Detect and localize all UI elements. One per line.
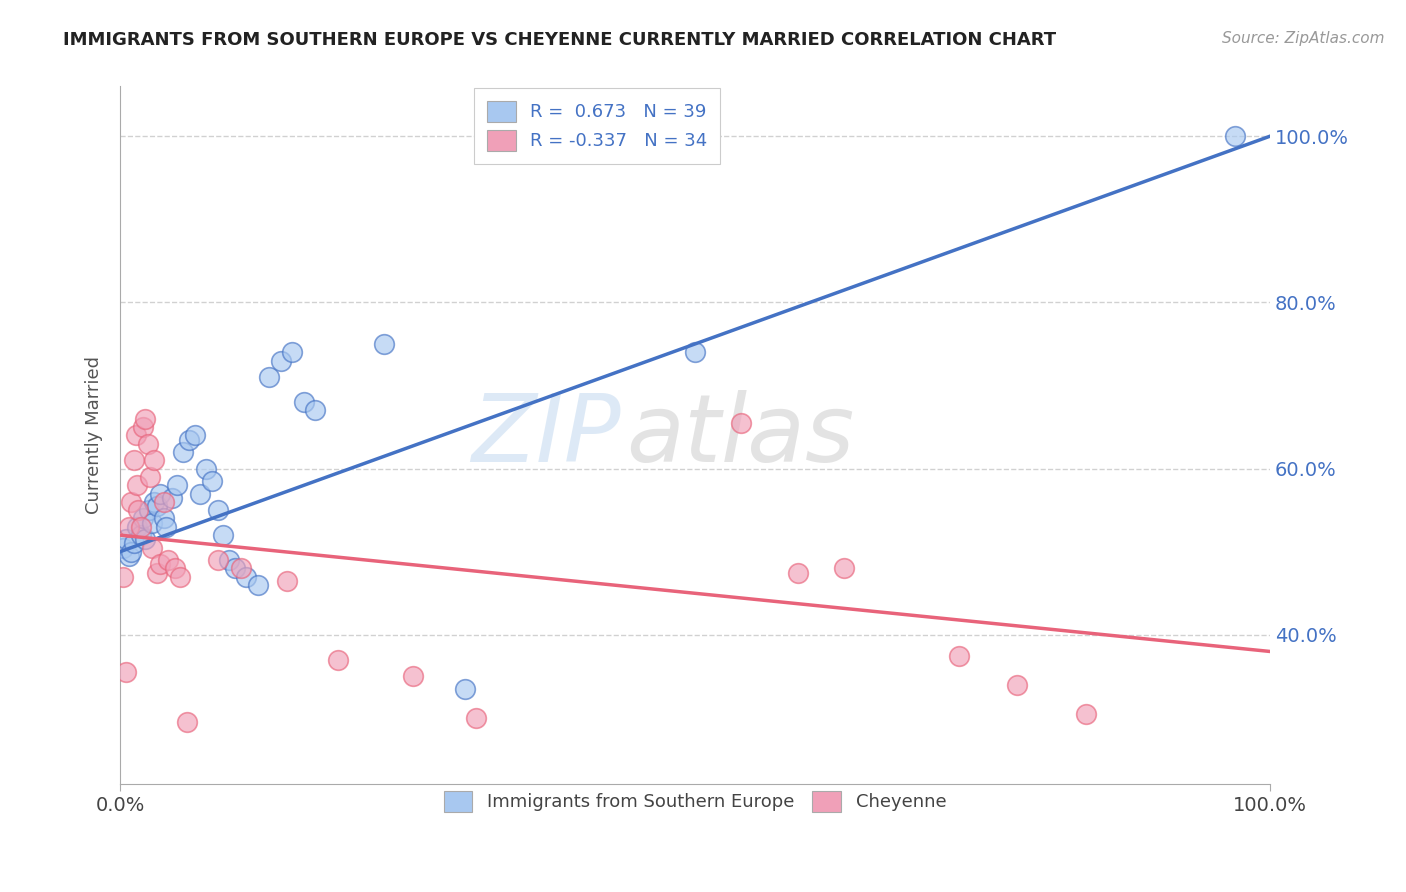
- Point: [195, 461, 218, 475]
- Point: [145, 566, 167, 580]
- Point: [141, 516, 163, 530]
- Point: [127, 520, 149, 534]
- Point: [207, 553, 229, 567]
- Point: [125, 428, 148, 442]
- Point: [259, 370, 281, 384]
- Point: [1005, 678, 1028, 692]
- Point: [276, 574, 298, 588]
- Text: Source: ZipAtlas.com: Source: ZipAtlas.com: [1222, 31, 1385, 46]
- Point: [304, 403, 326, 417]
- Point: [134, 533, 156, 547]
- Point: [1074, 706, 1097, 721]
- Point: [201, 474, 224, 488]
- Point: [122, 453, 145, 467]
- Point: [121, 495, 143, 509]
- Point: [235, 569, 257, 583]
- Point: [112, 541, 135, 555]
- Point: [229, 561, 252, 575]
- Point: [157, 553, 180, 567]
- Text: ZIP: ZIP: [471, 390, 620, 481]
- Point: [129, 528, 152, 542]
- Point: [138, 503, 160, 517]
- Point: [165, 561, 187, 575]
- Point: [141, 541, 163, 555]
- Point: [465, 711, 488, 725]
- Point: [132, 511, 155, 525]
- Point: [127, 503, 149, 517]
- Point: [1225, 129, 1247, 144]
- Point: [114, 533, 136, 547]
- Point: [122, 536, 145, 550]
- Point: [121, 545, 143, 559]
- Point: [127, 478, 149, 492]
- Point: [134, 411, 156, 425]
- Point: [114, 665, 136, 680]
- Point: [246, 578, 269, 592]
- Point: [149, 486, 172, 500]
- Text: atlas: atlas: [626, 390, 855, 481]
- Point: [730, 416, 752, 430]
- Point: [143, 453, 166, 467]
- Point: [190, 486, 212, 500]
- Point: [373, 337, 395, 351]
- Point: [160, 491, 183, 505]
- Point: [152, 495, 174, 509]
- Point: [118, 549, 141, 563]
- Text: IMMIGRANTS FROM SOUTHERN EUROPE VS CHEYENNE CURRENTLY MARRIED CORRELATION CHART: IMMIGRANTS FROM SOUTHERN EUROPE VS CHEYE…: [63, 31, 1056, 49]
- Point: [152, 511, 174, 525]
- Point: [683, 345, 706, 359]
- Point: [143, 495, 166, 509]
- Legend: Immigrants from Southern Europe, Cheyenne: Immigrants from Southern Europe, Cheyenn…: [432, 778, 959, 824]
- Point: [129, 520, 152, 534]
- Point: [948, 648, 970, 663]
- Point: [402, 669, 425, 683]
- Point: [212, 528, 235, 542]
- Point: [207, 503, 229, 517]
- Point: [155, 520, 177, 534]
- Point: [270, 353, 292, 368]
- Point: [292, 395, 315, 409]
- Point: [454, 681, 477, 696]
- Point: [169, 569, 191, 583]
- Point: [183, 428, 205, 442]
- Point: [166, 478, 188, 492]
- Point: [172, 445, 194, 459]
- Point: [224, 561, 246, 575]
- Point: [328, 653, 350, 667]
- Point: [177, 433, 200, 447]
- Point: [834, 561, 856, 575]
- Point: [281, 345, 304, 359]
- Point: [139, 470, 162, 484]
- Point: [112, 569, 135, 583]
- Point: [176, 715, 198, 730]
- Point: [118, 520, 141, 534]
- Point: [787, 566, 810, 580]
- Point: [132, 420, 155, 434]
- Point: [218, 553, 240, 567]
- Point: [145, 499, 167, 513]
- Point: [136, 436, 159, 450]
- Point: [149, 558, 172, 572]
- Y-axis label: Currently Married: Currently Married: [86, 357, 103, 515]
